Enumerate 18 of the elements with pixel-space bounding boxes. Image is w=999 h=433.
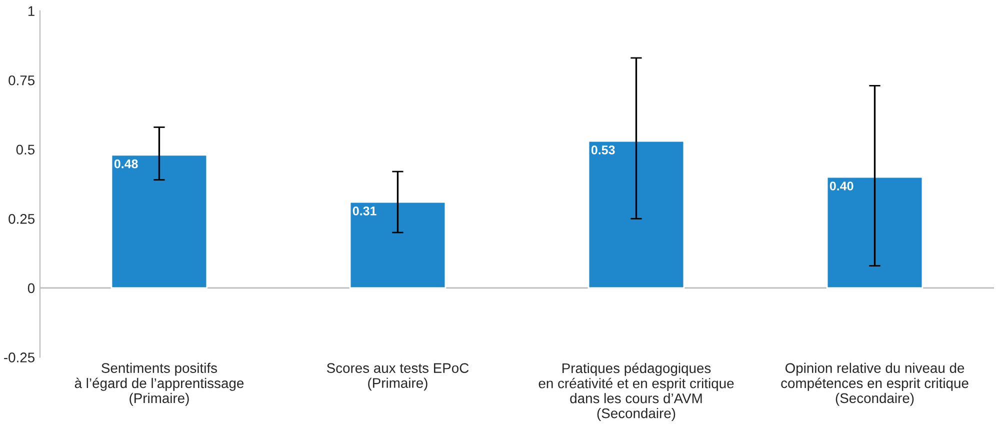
x-tick-label: Sentiments positifs à l’égard de l’apprentissage (Primaire) <box>74 362 244 406</box>
y-tick-label: 0.25 <box>8 214 35 224</box>
x-tick-label: Scores aux tests EPoC (Primaire) <box>326 363 469 391</box>
y-tick-label: 0.75 <box>8 75 35 86</box>
y-tick-label: 0 <box>28 283 35 294</box>
data-label: 0.31 <box>352 206 376 216</box>
y-tick-label: -0.25 <box>4 352 35 362</box>
bar <box>110 154 208 289</box>
data-label: 0.53 <box>591 146 615 154</box>
bar <box>349 201 446 289</box>
y-tick-label: 0.5 <box>16 144 35 155</box>
x-tick-label: Pratiques pédagogiques en créativité et en esprit critique dans les cours d’AVM (Secondaire) <box>538 362 734 421</box>
data-label: 0.48 <box>114 159 138 168</box>
bar <box>588 140 685 289</box>
x-tick-label: Opinion relative du niveau de compétences en esprit critique (Secondaire) <box>781 362 968 406</box>
y-tick-label: 1 <box>28 6 34 16</box>
bar <box>826 176 924 289</box>
data-label: 0.40 <box>830 182 854 190</box>
